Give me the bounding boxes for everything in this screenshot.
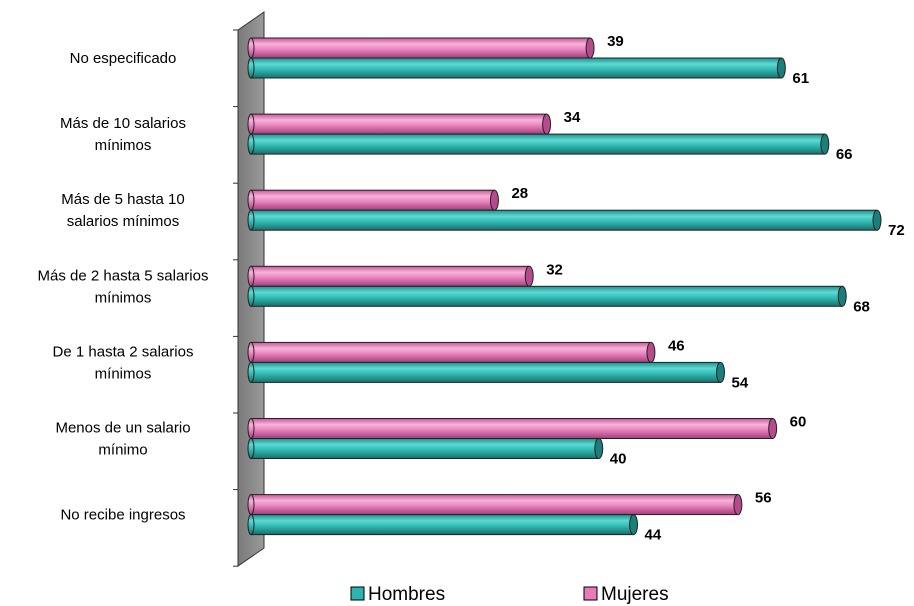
value-label-hombres: 61	[792, 70, 809, 87]
bar-start-cap	[247, 113, 255, 135]
bar-start-cap	[247, 361, 255, 383]
value-label-mujeres: 60	[790, 414, 807, 431]
value-label-hombres: 72	[888, 222, 905, 239]
bar-body	[250, 133, 826, 155]
legend-label-hombres: Hombres	[368, 584, 445, 605]
bar-hombres	[247, 514, 639, 536]
bar-end-cap	[489, 189, 499, 211]
bar-mujeres	[247, 418, 778, 439]
bar-start-cap	[247, 189, 255, 211]
bar-end-cap	[524, 265, 534, 287]
bar-end-cap	[646, 341, 656, 363]
bar-mujeres	[247, 341, 656, 363]
bar-end-cap	[629, 514, 639, 536]
bar-body	[250, 285, 843, 307]
bar-body	[250, 341, 652, 363]
legend-item-hombres: Hombres	[350, 584, 445, 605]
bar-end-cap	[542, 113, 552, 135]
bar-end-cap	[585, 37, 595, 59]
bar-start-cap	[247, 285, 255, 307]
bar-body	[250, 494, 739, 516]
category-label: De 1 hasta 2 salarios mínimos	[53, 343, 194, 382]
value-label-hombres: 66	[836, 146, 853, 163]
bar-start-cap	[247, 514, 255, 536]
value-label-mujeres: 28	[511, 185, 528, 202]
legend: Hombres Mujeres	[350, 584, 669, 605]
bar-body	[250, 57, 782, 79]
bar-body	[250, 418, 774, 439]
bar-body	[250, 189, 495, 211]
bar-mujeres	[247, 265, 534, 287]
bar-start-cap	[247, 494, 255, 516]
bar-body	[250, 113, 548, 135]
category-label: Más de 10 salarios mínimos	[60, 115, 186, 154]
axis-ticks	[233, 29, 238, 567]
value-label-hombres: 40	[610, 451, 627, 468]
value-label-hombres: 54	[732, 374, 749, 391]
bar-start-cap	[247, 133, 255, 155]
value-label-mujeres: 46	[668, 337, 685, 354]
value-label-hombres: 68	[853, 298, 870, 315]
bar-end-cap	[872, 209, 882, 231]
bar-body	[250, 438, 600, 459]
bar-end-cap	[594, 438, 604, 459]
bar-mujeres	[247, 113, 552, 135]
bar-body	[250, 37, 591, 59]
category-label: No especificado	[70, 50, 177, 67]
value-labels: 39 61 34 66 28 72 32 68 46 54 60 40 56 44	[511, 33, 904, 544]
bar-mujeres	[247, 37, 595, 59]
category-label: Más de 5 hasta 10 salarios mínimos	[61, 191, 184, 230]
bar-start-cap	[247, 57, 255, 79]
bars	[247, 37, 882, 536]
bar-start-cap	[247, 341, 255, 363]
bar-body	[250, 514, 635, 536]
value-label-mujeres: 56	[755, 490, 772, 507]
value-label-mujeres: 32	[546, 261, 563, 278]
bar-end-cap	[733, 494, 743, 516]
category-labels: No especificado Más de 10 salarios mínimos…	[38, 50, 209, 524]
legend-swatch-hombres	[350, 586, 365, 601]
bar-end-cap	[837, 285, 847, 307]
bar-start-cap	[247, 37, 255, 59]
bar-body	[250, 265, 530, 287]
category-label: Más de 2 hasta 5 salarios mínimos	[38, 267, 209, 306]
value-label-hombres: 44	[645, 527, 662, 544]
bar-hombres	[247, 133, 830, 155]
bar-hombres	[247, 209, 882, 231]
legend-swatch-mujeres	[583, 586, 598, 601]
bar-end-cap	[820, 133, 830, 155]
bar-hombres	[247, 285, 847, 307]
bar-start-cap	[247, 265, 255, 287]
bar-hombres	[247, 57, 786, 79]
bar-end-cap	[776, 57, 786, 79]
value-label-mujeres: 39	[607, 33, 624, 50]
bar-body	[250, 209, 878, 231]
bar-hombres	[247, 438, 604, 459]
bar-start-cap	[247, 209, 255, 231]
category-label: Menos de un salario mínimo	[55, 420, 190, 459]
bar-mujeres	[247, 189, 499, 211]
category-label: No recibe ingresos	[60, 507, 185, 524]
bar-start-cap	[247, 418, 255, 439]
bar-start-cap	[247, 438, 255, 459]
bar-end-cap	[768, 418, 778, 439]
value-label-mujeres: 34	[564, 109, 581, 126]
legend-label-mujeres: Mujeres	[601, 584, 669, 605]
legend-item-mujeres: Mujeres	[583, 584, 669, 605]
bar-hombres	[247, 361, 725, 383]
bar-mujeres	[247, 494, 743, 516]
bar-body	[250, 361, 721, 383]
bar-end-cap	[716, 361, 725, 383]
